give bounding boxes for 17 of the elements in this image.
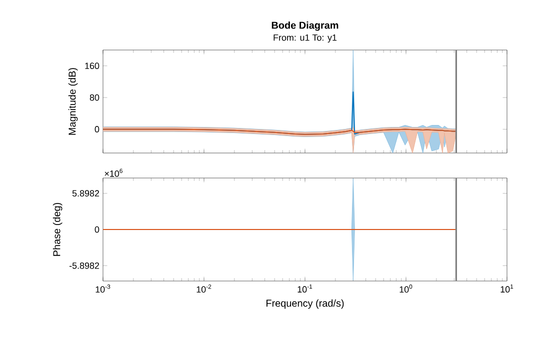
y-tick-label: 0 [94, 226, 100, 233]
y-tick-label: 80 [90, 94, 100, 101]
y-axis-title: Magnitude (dB) [68, 68, 78, 135]
x-axis-title: Frequency (rad/s) [266, 299, 344, 309]
x-tick-label: 10$^{-2}$ [196, 284, 212, 293]
y-tick-label: 160 [85, 62, 100, 70]
chart-subtitle: From: u1 To: y1 [274, 34, 337, 42]
y-axis-title: Phase (deg) [52, 202, 62, 256]
x-tick-label: 10$^{1}$ [500, 284, 514, 293]
x-tick-label: 10$^{0}$ [400, 284, 412, 293]
y-tick-label: 0 [94, 126, 100, 132]
y-tick-label: 5.8982 [72, 190, 100, 197]
y-tick-label: -5.8982 [69, 262, 100, 269]
x-tick-label: 10$^{-3}$ [96, 284, 110, 293]
chart-title: Bode Diagram [272, 21, 338, 31]
text: ×10$^{6}$ [104, 168, 122, 177]
x-tick-label: 10$^{-1}$ [298, 284, 312, 293]
